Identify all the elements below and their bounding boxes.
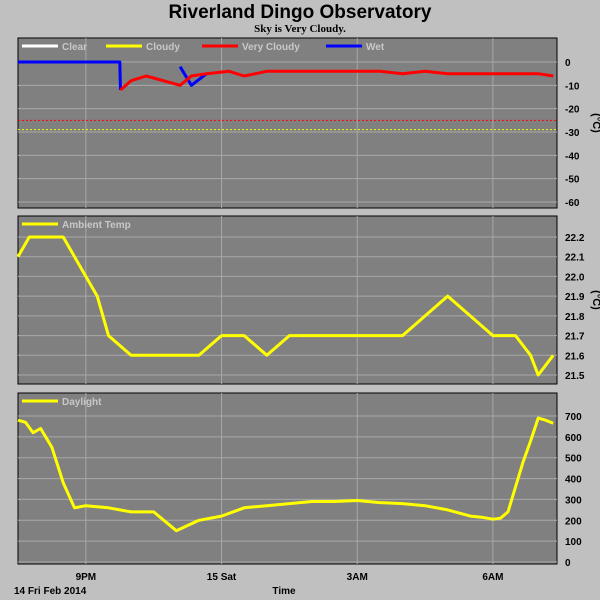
chart-title: Riverland Dingo Observatory	[169, 2, 432, 23]
y-tick-label: 500	[565, 454, 582, 465]
y-tick-label: 0	[565, 58, 571, 69]
x-axis: 9PM 15 Sat 3AM 6AM	[76, 572, 504, 583]
x-tick-label: 15 Sat	[207, 572, 237, 583]
x-axis-label: Time	[272, 586, 296, 597]
y-tick-label: 300	[565, 495, 582, 506]
sky-panel: 0 -10 -20 -30 -40 -50 -60 (°C) Clear Cloudy Very C…	[17, 37, 600, 209]
daylight-panel: 700 600 500 400 300 200 100 0 Daylight	[17, 392, 582, 569]
y-tick-label: -30	[565, 128, 580, 139]
y-tick-label: 700	[565, 412, 582, 423]
y-tick-label: 22.1	[565, 253, 585, 264]
y-tick-label: 21.7	[565, 332, 585, 343]
y-tick-label: 21.9	[565, 292, 585, 303]
ambient-temp-series-line	[16, 235, 555, 377]
y-tick-label: 400	[565, 475, 582, 486]
daylight-series-line	[17, 416, 554, 533]
y-tick-label: 21.8	[565, 312, 585, 323]
y-tick-label: 0	[565, 558, 571, 569]
plot-area	[17, 215, 558, 385]
y-tick-label: -50	[565, 175, 580, 186]
y-tick-label: 21.6	[565, 351, 585, 362]
legend-label-wet: Wet	[366, 42, 385, 53]
legend-label-ambient-temp: Ambient Temp	[62, 220, 131, 231]
x-tick-label: 6AM	[482, 572, 503, 583]
y-tick-label: 22.0	[565, 272, 585, 283]
chart-subtitle: Sky is Very Cloudy.	[254, 23, 346, 35]
legend-label-cloudy: Cloudy	[146, 42, 180, 53]
y-tick-label: -10	[565, 81, 580, 92]
y-tick-label: -20	[565, 105, 580, 116]
y-tick-label: -40	[565, 151, 580, 162]
y-tick-label: 200	[565, 516, 582, 527]
y-tick-label: 21.5	[565, 371, 585, 382]
footer-date: 14 Fri Feb 2014	[14, 586, 87, 597]
y-tick-label: 100	[565, 537, 582, 548]
y-axis-label: (°C)	[590, 113, 600, 133]
y-axis-label: (°C)	[590, 290, 600, 310]
legend-label-daylight: Daylight	[62, 397, 102, 408]
y-tick-label: 22.2	[565, 233, 585, 244]
x-tick-label: 9PM	[76, 572, 97, 583]
legend-label-clear: Clear	[62, 42, 87, 53]
y-tick-label: -60	[565, 198, 580, 209]
y-tick-label: 600	[565, 433, 582, 444]
ambient-temp-panel: 22.2 22.1 22.0 21.9 21.8 21.7 21.6 21.5 (°C) Ambi…	[16, 215, 600, 385]
very-cloudy-series-line	[119, 69, 554, 92]
legend-label-very-cloudy: Very Cloudy	[242, 42, 300, 53]
x-tick-label: 3AM	[347, 572, 368, 583]
plot-area	[17, 37, 558, 209]
